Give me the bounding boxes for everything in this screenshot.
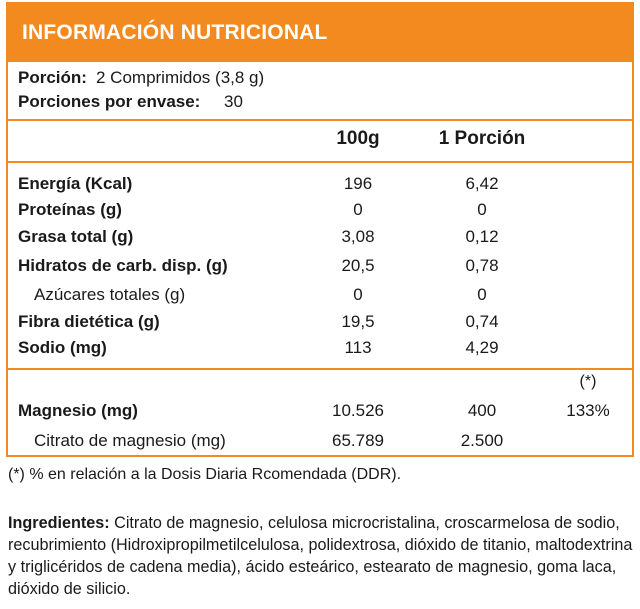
ingredients-paragraph: Ingredientes: Citrato de magnesio, celul…: [8, 512, 634, 600]
row-label: Grasa total (g): [18, 227, 134, 246]
row-value-100g: 19,5: [341, 312, 375, 331]
column-header-100g: 100g: [336, 128, 380, 149]
row-label-sub: Azúcares totales (g): [34, 285, 186, 304]
row-value-100g: 0: [353, 200, 363, 219]
divider: [8, 161, 632, 163]
per-container-label: Porciones por envase:: [18, 92, 201, 111]
divider: [8, 368, 632, 370]
row-label: Proteínas (g): [18, 200, 122, 219]
row-value-100g: 113: [344, 338, 372, 357]
row-value-portion: 0,74: [465, 312, 499, 331]
row-value-portion: 0,12: [465, 227, 499, 246]
row-value-portion: 6,42: [465, 174, 499, 193]
citrate-value-portion: 2.500: [460, 431, 504, 450]
magnesium-value-portion: 400: [467, 401, 497, 420]
row-value-portion: 0: [477, 285, 487, 304]
magnesium-value-100g: 10.526: [332, 401, 384, 420]
row-value-portion: 0: [477, 200, 487, 219]
portion-value: 2 Comprimidos (3,8 g): [96, 68, 265, 87]
magnesium-label: Magnesio (mg): [18, 401, 138, 420]
ddr-column-header: (*): [579, 373, 597, 390]
row-label: Sodio (mg): [18, 338, 107, 357]
row-value-100g: 0: [353, 285, 363, 304]
row-label: Energía (Kcal): [18, 174, 133, 193]
row-label: Hidratos de carb. disp. (g): [18, 256, 228, 275]
per-container-value: 30: [224, 92, 243, 111]
ingredients-label: Ingredientes:: [8, 514, 110, 532]
ddr-footnote: (*) % en relación a la Dosis Diaria Rcom…: [8, 466, 402, 483]
row-value-100g: 196: [343, 174, 373, 193]
row-value-100g: 20,5: [341, 256, 375, 275]
row-label: Fibra dietética (g): [18, 312, 160, 331]
table-title: INFORMACIÓN NUTRICIONAL: [22, 21, 328, 44]
row-value-100g: 3,08: [341, 227, 375, 246]
portion-label: Porción:: [18, 68, 87, 87]
citrate-label: Citrato de magnesio (mg): [34, 431, 226, 450]
row-value-portion: 4,29: [465, 338, 499, 357]
column-header-portion: 1 Porción: [438, 128, 526, 149]
citrate-value-100g: 65.789: [332, 431, 384, 450]
table-header: INFORMACIÓN NUTRICIONAL: [8, 4, 632, 62]
ingredients-text: Citrato de magnesio, celulosa microcrist…: [8, 514, 633, 598]
nutrition-table: INFORMACIÓN NUTRICIONAL Porción: 2 Compr…: [6, 2, 634, 457]
magnesium-ddr: 133%: [566, 401, 610, 420]
row-value-portion: 0,78: [465, 256, 499, 275]
divider: [8, 119, 632, 121]
